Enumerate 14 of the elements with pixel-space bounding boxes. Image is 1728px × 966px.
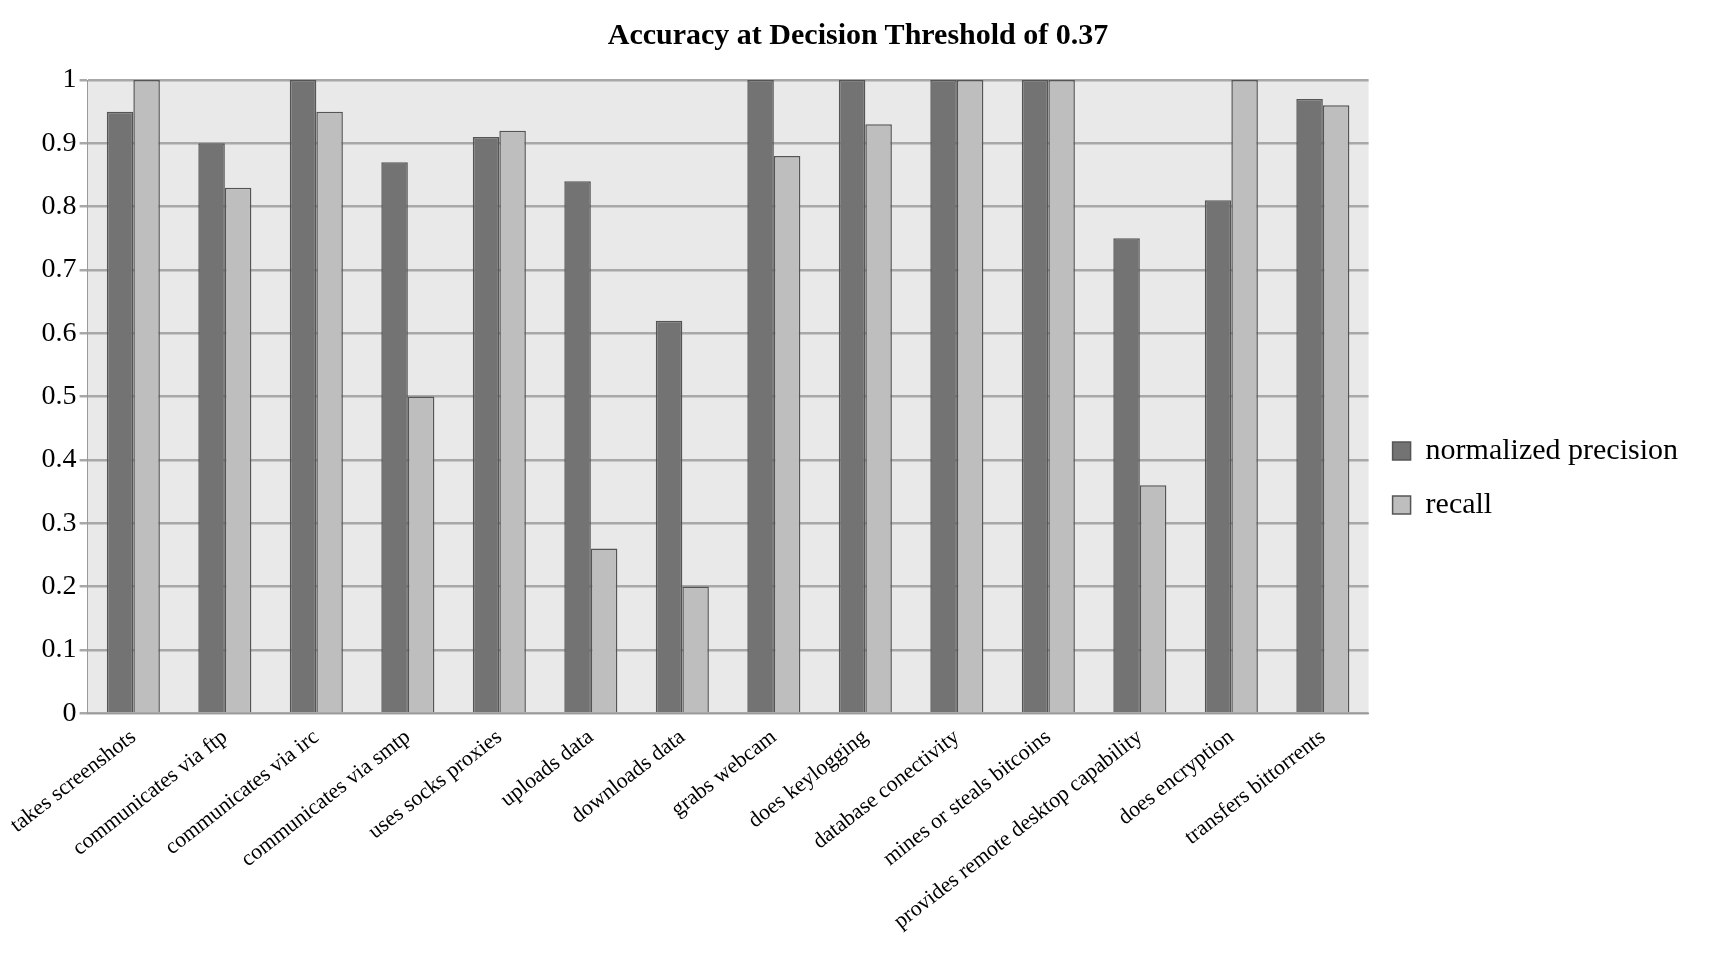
y-tick-label: 0.3 [41, 505, 77, 537]
y-tick-label: 1 [62, 62, 77, 94]
y-tick-label: 0.8 [41, 189, 77, 221]
chart-title: Accuracy at Decision Threshold of 0.37 [607, 16, 1109, 50]
legend-label: recall [1425, 485, 1493, 519]
y-tick-label: 0.4 [41, 442, 77, 474]
y-tick-label: 0.1 [41, 632, 77, 664]
legend-label: normalized precision [1425, 431, 1679, 465]
y-tick-label: 0.7 [41, 252, 77, 284]
y-tick-label: 0.6 [41, 315, 77, 347]
y-tick-label: 0.5 [41, 378, 77, 410]
y-tick-label: 0 [62, 695, 77, 727]
y-tick-label: 0.2 [41, 568, 77, 600]
y-tick-label: 0.9 [41, 125, 77, 157]
